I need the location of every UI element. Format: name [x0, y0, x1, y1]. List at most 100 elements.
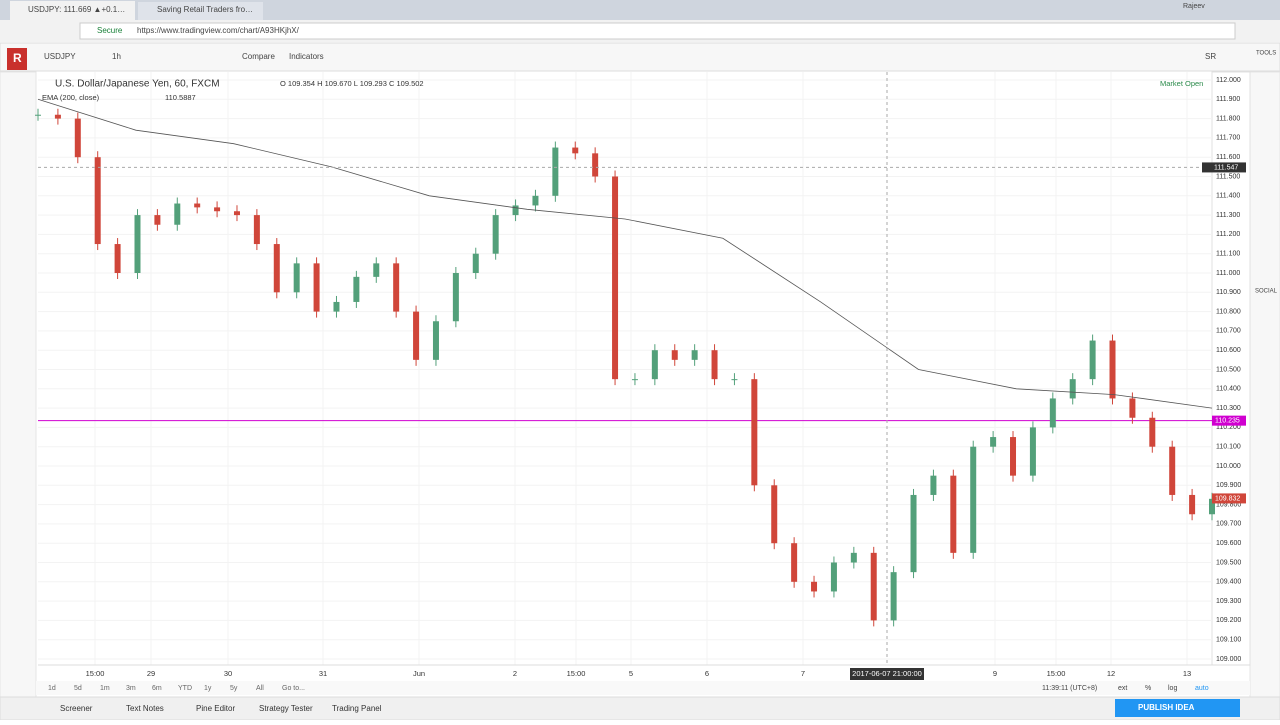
x-tick-label: 9 — [993, 669, 997, 678]
candle-body — [413, 311, 420, 360]
y-tick-label: 110.400 — [1216, 386, 1241, 393]
range-button[interactable]: 1d — [48, 685, 56, 692]
candle-body — [791, 543, 798, 582]
candle-body — [890, 572, 897, 621]
x-tick-label: Jun — [413, 669, 425, 678]
candle-body — [1149, 417, 1156, 447]
range-button[interactable]: 6m — [152, 685, 162, 692]
y-tick-label: 111.600 — [1216, 154, 1240, 161]
candle-body — [1109, 340, 1116, 399]
range-button[interactable]: 5y — [230, 685, 238, 692]
auto[interactable]: auto — [1195, 685, 1209, 692]
omnibox[interactable] — [79, 22, 1236, 40]
x-tick-label: 31 — [319, 669, 327, 678]
bottom-tab[interactable]: Text Notes — [126, 704, 164, 713]
candle-body — [472, 253, 479, 273]
url[interactable]: https://www.tradingview.com/chart/A93HKj… — [137, 26, 300, 35]
bottom-tab[interactable]: Trading Panel — [332, 704, 382, 713]
candle-body — [691, 350, 698, 360]
crosshair-price: 111.547 — [1214, 164, 1238, 171]
candle-body — [970, 446, 977, 553]
candle-body — [1029, 427, 1036, 476]
range-button[interactable]: All — [256, 685, 264, 692]
range-bar — [36, 681, 1250, 695]
indicators[interactable]: Indicators — [289, 52, 324, 61]
candle-body — [771, 485, 778, 544]
candle-body — [452, 273, 459, 322]
logo[interactable] — [7, 48, 27, 70]
x-tick-label: 29 — [147, 669, 155, 678]
candle-body — [731, 379, 738, 381]
candle-body — [990, 437, 997, 447]
y-tick-label: 109.100 — [1216, 637, 1241, 644]
tab[interactable] — [10, 1, 135, 20]
bottom-tab[interactable]: Strategy Tester — [259, 704, 313, 713]
tab-strip — [0, 0, 1280, 20]
range-button[interactable]: 5d — [74, 685, 82, 692]
candle-body — [353, 276, 360, 302]
bottom-tab[interactable]: Screener — [60, 704, 93, 713]
log[interactable]: log — [1168, 685, 1177, 692]
clock: 11:39:11 (UTC+8) — [1042, 685, 1097, 692]
tools: TOOLS — [1256, 51, 1276, 57]
y-tick-label: 111.100 — [1216, 251, 1240, 258]
candle-body — [214, 207, 221, 212]
percent[interactable]: % — [1145, 685, 1151, 692]
range-button[interactable]: YTD — [178, 685, 192, 692]
interval[interactable]: 1h — [112, 52, 121, 61]
y-tick-label: 112.000 — [1216, 77, 1241, 84]
sr[interactable]: SR — [1205, 52, 1216, 61]
social: SOCIAL — [1255, 289, 1278, 295]
x-tick-label: 15:00 — [567, 669, 586, 678]
candle-body — [1169, 446, 1176, 495]
tab[interactable] — [138, 2, 263, 20]
candle-body — [552, 147, 559, 196]
publish-button[interactable] — [1115, 699, 1240, 717]
candle-body — [432, 321, 439, 360]
candle-body — [512, 205, 519, 216]
tab-title[interactable]: Saving Retail Traders fro… — [157, 5, 253, 14]
ema-value: 110.5887 — [165, 93, 196, 102]
y-tick-label: 109.300 — [1216, 598, 1241, 605]
x-tick-label: 15:00 — [86, 669, 105, 678]
user: Rajeev — [1183, 3, 1205, 10]
bottom-tab[interactable]: Pine Editor — [196, 704, 235, 713]
candle-body — [1189, 494, 1196, 515]
candle-body — [950, 475, 957, 553]
candle-body — [930, 475, 937, 495]
ranges: 1d 5d 1m 3m 6m YTD 1y 5y All Go to... — [48, 685, 305, 692]
candle-body — [233, 211, 240, 216]
y-tick-label: 109.400 — [1216, 579, 1241, 586]
x-tick-label: 15:00 — [1047, 669, 1066, 678]
candle-body — [492, 215, 499, 254]
candle-body — [870, 552, 877, 621]
candle-body — [651, 350, 658, 380]
candle-body — [1129, 398, 1136, 418]
publish-label[interactable]: PUBLISH IDEA — [1138, 703, 1195, 712]
y-tick-label: 111.800 — [1216, 115, 1240, 122]
candle-body — [572, 147, 579, 154]
legend-title: U.S. Dollar/Japanese Yen, 60, FXCM — [55, 79, 220, 90]
compare[interactable]: Compare — [242, 52, 275, 61]
bottom-tabs: Screener Text Notes Pine Editor Strategy Te… — [60, 704, 382, 713]
crosshair-tag — [1202, 162, 1246, 173]
candle-body — [532, 195, 539, 206]
range-button[interactable]: 1m — [100, 685, 110, 692]
y-tick-label: 109.900 — [1216, 482, 1241, 489]
hline-tag — [1212, 415, 1246, 426]
tab-title[interactable]: USDJPY: 111.669 ▲+0.1… — [28, 5, 125, 14]
ext[interactable]: ext — [1118, 685, 1127, 692]
time-tag — [850, 668, 924, 680]
logo-letter: R — [13, 51, 22, 65]
market-status: Market Open — [1160, 79, 1203, 88]
range-button[interactable]: Go to... — [282, 685, 305, 692]
symbol[interactable]: USDJPY — [44, 52, 76, 61]
last-tag — [1212, 493, 1246, 504]
range-button[interactable]: 3m — [126, 685, 136, 692]
range-button[interactable]: 1y — [204, 685, 212, 692]
y-tick-label: 111.700 — [1216, 135, 1240, 142]
y-tick-label: 109.700 — [1216, 521, 1241, 528]
candle-body — [154, 215, 161, 225]
x-tick-label: 30 — [224, 669, 232, 678]
candle-body — [313, 263, 320, 312]
